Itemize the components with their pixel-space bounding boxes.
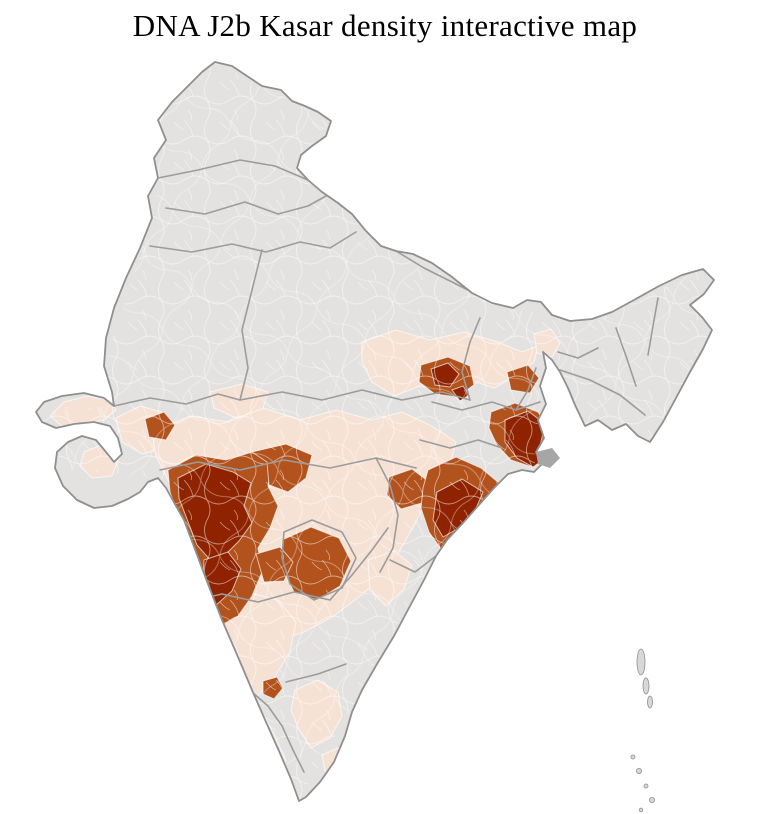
- page-title: DNA J2b Kasar density interactive map: [132, 8, 638, 43]
- state-borders: [113, 159, 659, 773]
- india-coastline-outline: [35, 61, 715, 802]
- andaman-nicobar-islands[interactable]: [630, 648, 656, 813]
- delta-patch: [536, 448, 560, 468]
- district-borders-overlay-2: [36, 62, 714, 801]
